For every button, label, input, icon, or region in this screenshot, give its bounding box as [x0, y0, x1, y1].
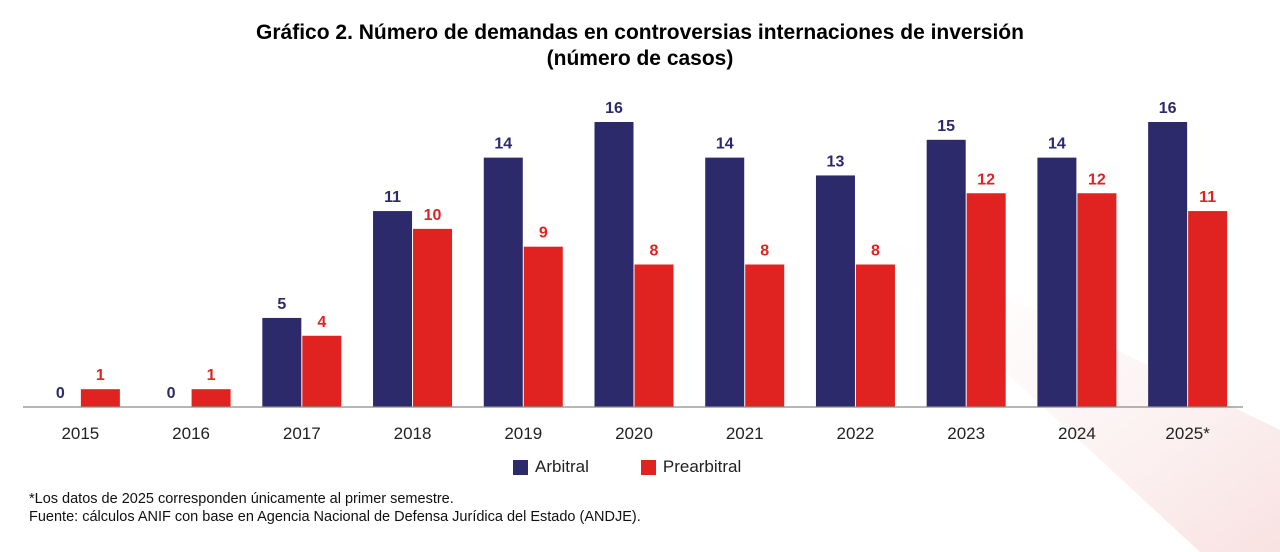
bar-prearbitral-2022 [855, 264, 895, 407]
chart-title-block: Gráfico 2. Número de demandas en controv… [0, 20, 1280, 72]
data-label-prearbitral-2024: 12 [1088, 171, 1106, 188]
x-tick-label-2016: 2016 [172, 424, 210, 443]
data-label-arbitral-2015: 0 [56, 385, 65, 402]
legend-swatch-arbitral [513, 459, 528, 475]
bar-arbitral-2020 [594, 122, 634, 407]
x-tick-label-2025: 2025* [1165, 424, 1210, 443]
x-tick-label-2024: 2024 [1058, 424, 1096, 443]
bar-arbitral-2018 [373, 211, 413, 407]
bar-arbitral-2022 [815, 175, 855, 407]
data-label-arbitral-2024: 14 [1048, 136, 1066, 153]
bar-prearbitral-2019 [523, 246, 563, 407]
data-label-arbitral-2017: 5 [277, 296, 286, 313]
x-tick-label-2021: 2021 [726, 424, 764, 443]
legend-swatch-prearbitral [640, 459, 656, 475]
bar-prearbitral-2015 [80, 389, 120, 407]
data-label-arbitral-2020: 16 [605, 100, 623, 117]
source-note: Fuente: cálculos ANIF con base en Agenci… [29, 509, 641, 525]
bar-prearbitral-2016 [191, 389, 231, 407]
data-label-prearbitral-2021: 8 [760, 243, 769, 260]
data-label-prearbitral-2018: 10 [424, 207, 442, 224]
bar-arbitral-2023 [926, 139, 966, 407]
chart-notes: *Los datos de 2025 corresponden únicamen… [29, 490, 641, 526]
legend-label-arbitral: Arbitral [535, 457, 589, 476]
bar-prearbitral-2020 [634, 264, 674, 407]
bar-prearbitral-2017 [302, 335, 342, 407]
chart-title: Gráfico 2. Número de demandas en controv… [256, 21, 1024, 44]
bar-prearbitral-2025 [1188, 211, 1228, 407]
legend: Arbitral Prearbitral [513, 456, 793, 478]
x-tick-label-2018: 2018 [394, 424, 432, 443]
data-label-arbitral-2021: 14 [716, 136, 734, 153]
x-tick-label-2020: 2020 [615, 424, 653, 443]
data-label-prearbitral-2025: 11 [1199, 189, 1216, 206]
chart-subtitle: (número de casos) [546, 47, 734, 70]
data-label-arbitral-2022: 13 [827, 153, 845, 170]
bar-prearbitral-2018 [413, 228, 453, 407]
x-tick-label-2015: 2015 [61, 424, 99, 443]
data-label-prearbitral-2015: 1 [96, 367, 105, 384]
data-label-prearbitral-2019: 9 [539, 225, 548, 242]
data-label-arbitral-2023: 15 [937, 118, 955, 135]
data-label-prearbitral-2017: 4 [317, 314, 326, 331]
bar-prearbitral-2021 [745, 264, 785, 407]
data-label-prearbitral-2022: 8 [871, 243, 880, 260]
x-tick-label-2022: 2022 [837, 424, 875, 443]
footnote: *Los datos de 2025 corresponden únicamen… [29, 491, 454, 507]
legend-item-prearbitral: Prearbitral [640, 457, 742, 477]
data-label-arbitral-2019: 14 [494, 136, 512, 153]
bar-arbitral-2024 [1037, 157, 1077, 407]
data-label-arbitral-2025: 16 [1159, 100, 1177, 117]
x-tick-label-2019: 2019 [504, 424, 542, 443]
data-label-prearbitral-2023: 12 [977, 171, 995, 188]
data-label-arbitral-2016: 0 [167, 385, 176, 402]
x-tick-label-2017: 2017 [283, 424, 321, 443]
legend-label-prearbitral: Prearbitral [662, 457, 742, 476]
bar-arbitral-2017 [262, 317, 302, 407]
data-label-arbitral-2018: 11 [384, 189, 401, 206]
bar-arbitral-2019 [483, 157, 523, 407]
bar-arbitral-2025 [1148, 122, 1188, 407]
legend-item-arbitral: Arbitral [513, 457, 589, 477]
x-tick-label-2023: 2023 [947, 424, 985, 443]
data-label-prearbitral-2020: 8 [650, 243, 659, 260]
bar-prearbitral-2024 [1077, 193, 1117, 407]
data-label-prearbitral-2016: 1 [207, 367, 216, 384]
bar-arbitral-2021 [705, 157, 745, 407]
bar-prearbitral-2023 [966, 193, 1006, 407]
